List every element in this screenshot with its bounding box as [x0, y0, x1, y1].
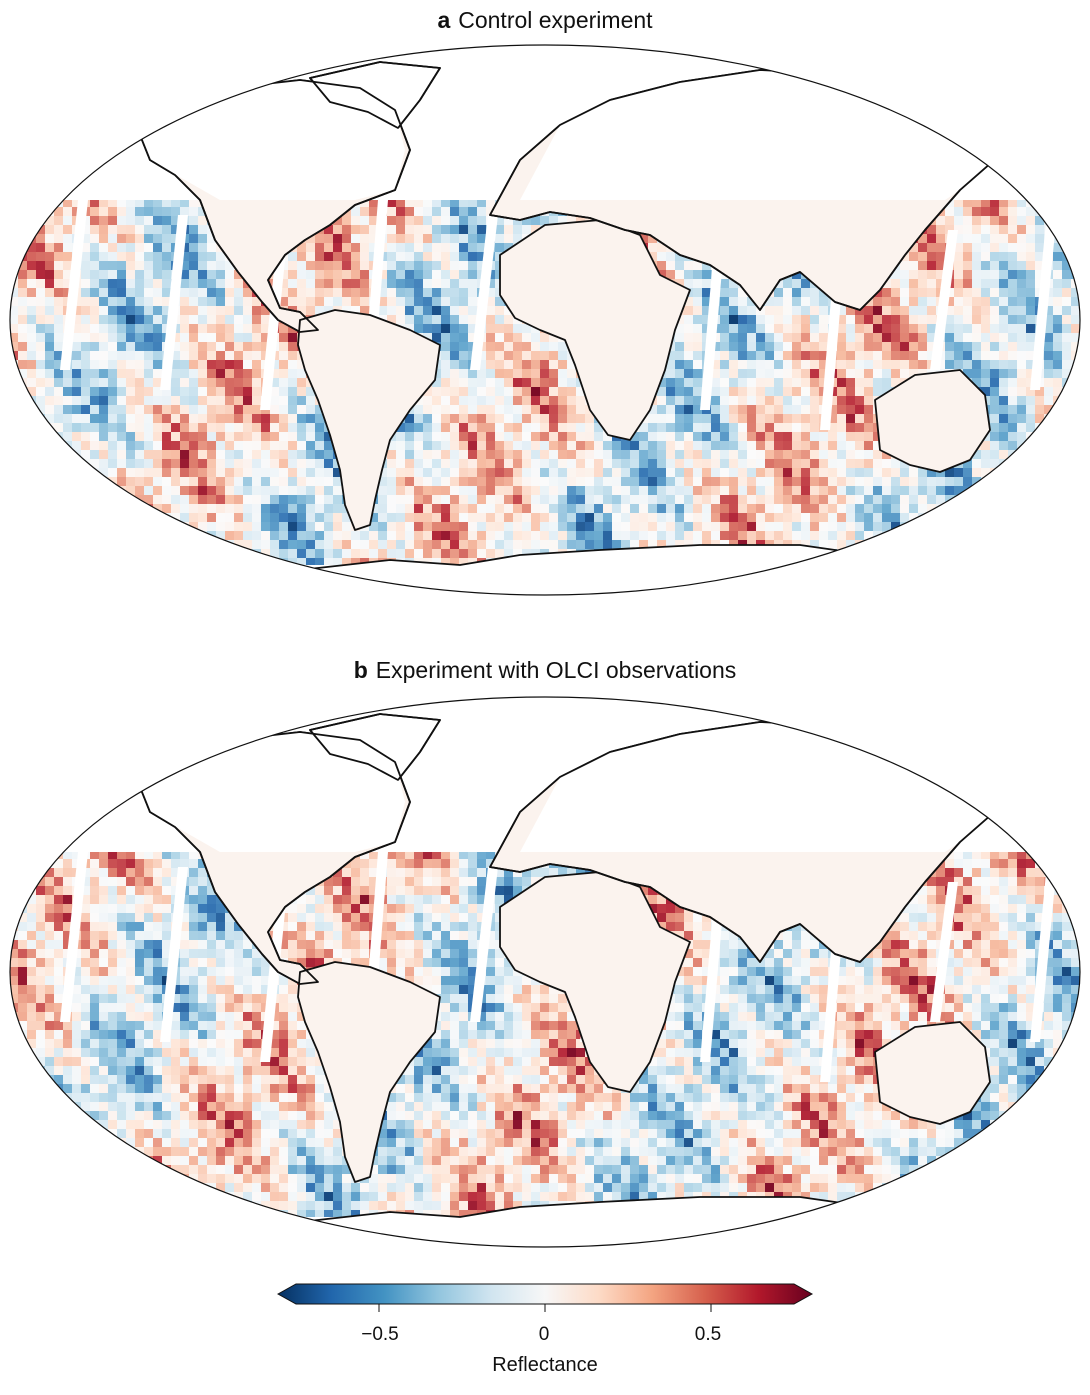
north-america-no-data [140, 80, 405, 200]
map-panel-a [0, 40, 1090, 600]
land-australia [874, 369, 991, 473]
colorbar-gradient [276, 1283, 814, 1305]
map-border [9, 44, 1081, 596]
panel-a-letter: a [437, 7, 451, 33]
land-masses [119, 713, 1001, 1247]
map-svg [9, 696, 1081, 1248]
panel-b-letter: b [353, 657, 368, 683]
panel-a-title-text: Control experiment [458, 7, 653, 33]
land-antarctica [119, 544, 991, 595]
map-border [9, 696, 1081, 1248]
colorbar-tick-neg: −0.5 [361, 1324, 399, 1345]
map-field [10, 697, 1080, 1247]
panel-a-title: a Control experiment [0, 6, 1090, 34]
land-south-america [297, 961, 441, 1183]
colorbar-bar [276, 1283, 814, 1312]
colorbar-label: Reflectance [492, 1354, 598, 1376]
map-svg [9, 44, 1081, 596]
north-america-no-data [140, 732, 405, 852]
map-panel-b [0, 692, 1090, 1252]
colorbar-tick-zero: 0 [538, 1324, 550, 1345]
panel-b-title-text: Experiment with OLCI observations [375, 657, 737, 683]
colorbar-tick-pos: 0.5 [694, 1324, 722, 1345]
panel-b-title: b Experiment with OLCI observations [0, 656, 1090, 684]
land-south-america [297, 309, 441, 531]
colorbar: −0.5 0 0.5 Reflectance [270, 1282, 820, 1392]
land-australia [874, 1021, 991, 1125]
land-antarctica [119, 1196, 991, 1247]
map-field [10, 45, 1080, 595]
